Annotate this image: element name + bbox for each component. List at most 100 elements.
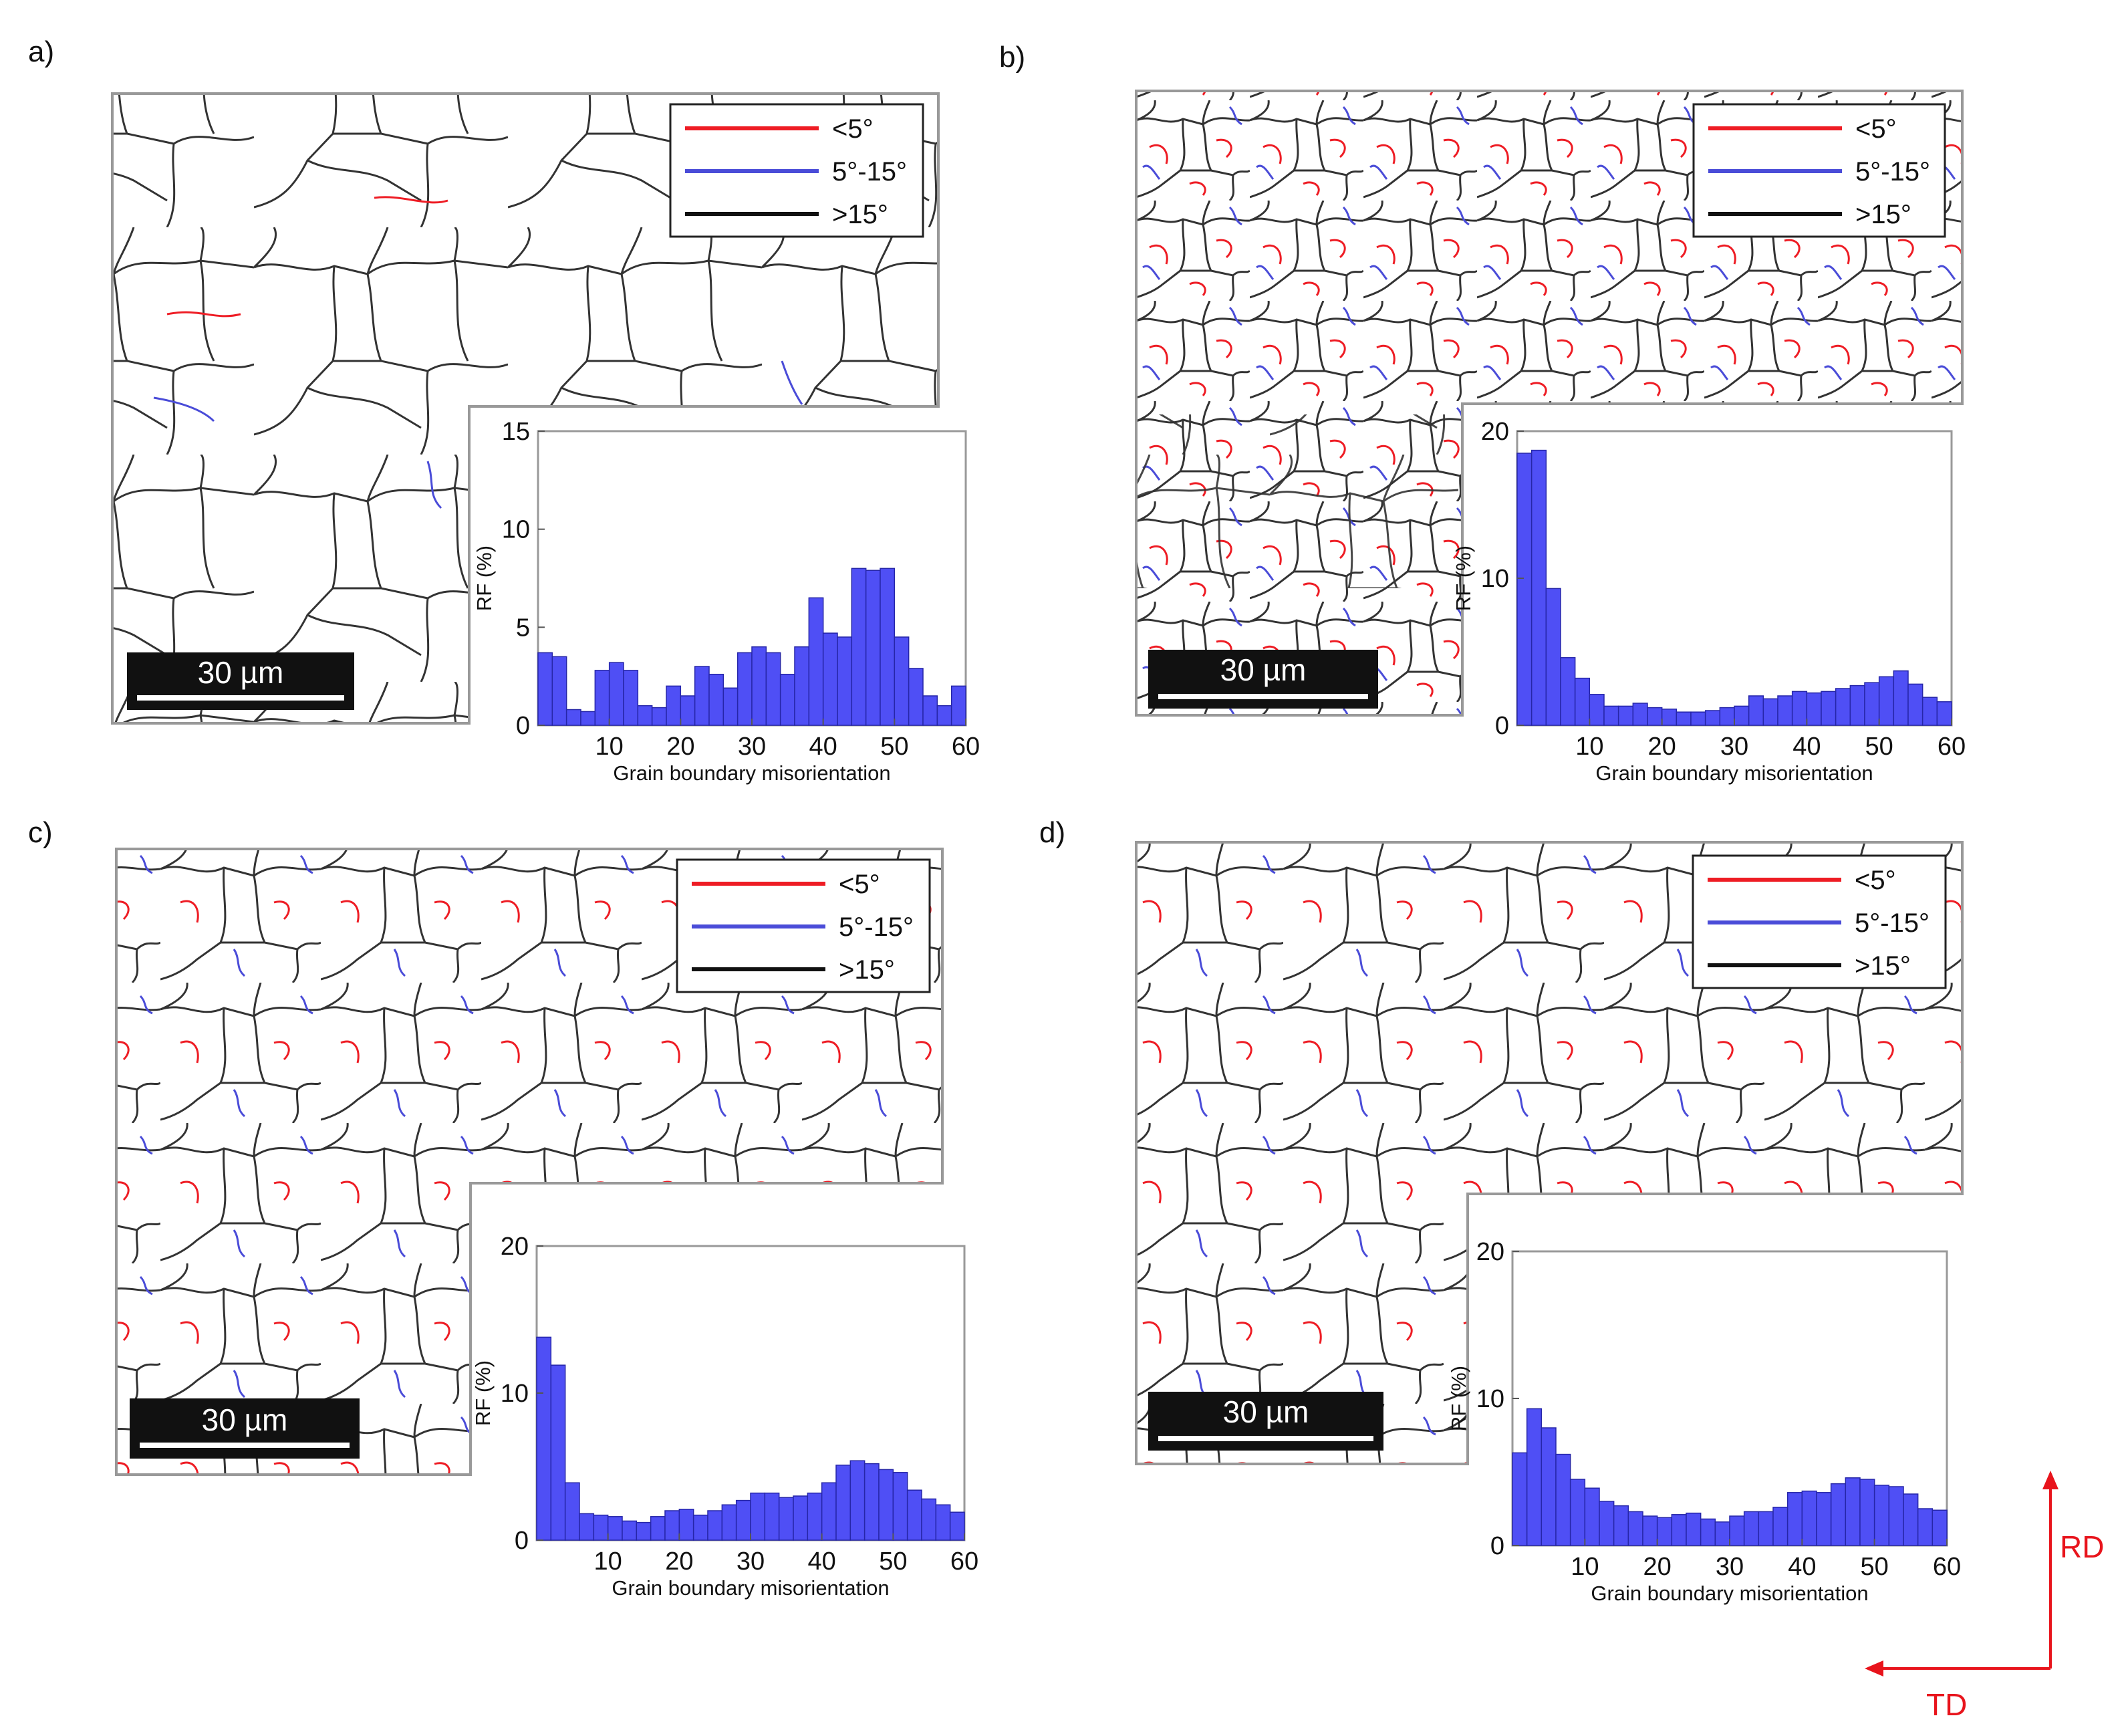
x-axis-label: Grain boundary misorientation <box>613 761 890 785</box>
histogram-bar <box>1758 1511 1774 1546</box>
histogram-bar <box>1719 707 1735 726</box>
histogram-bar <box>1647 707 1663 726</box>
y-tick-label: 0 <box>515 1527 529 1555</box>
histogram-bar <box>1888 1486 1904 1546</box>
grain-map-d <box>1135 841 1964 1465</box>
y-tick-label: 15 <box>502 418 530 446</box>
histogram-bar <box>1859 1479 1875 1546</box>
histogram-bar <box>1555 1453 1571 1546</box>
x-tick-label: 40 <box>1792 733 1821 761</box>
legend-label-low: <5° <box>1855 114 1897 144</box>
histogram-bar <box>1526 1408 1543 1546</box>
histogram-bar <box>550 1364 566 1541</box>
histogram-bar <box>1613 1505 1629 1546</box>
histogram-bar <box>1806 692 1822 726</box>
legend-label-mid: 5°-15° <box>839 912 914 942</box>
legend-label-low: <5° <box>839 870 880 899</box>
legend-label-mid: 5°-15° <box>832 157 907 187</box>
histogram-bar <box>1821 691 1837 726</box>
histogram-bar <box>1830 1483 1847 1546</box>
histogram-bar <box>1714 1521 1730 1546</box>
legend-label-high: >15° <box>1855 200 1911 229</box>
x-tick-label: 60 <box>952 733 980 761</box>
histogram-bar <box>1642 1515 1658 1546</box>
x-tick-label: 30 <box>738 733 766 761</box>
histogram-bar <box>921 1498 937 1541</box>
x-tick-label: 40 <box>1788 1553 1816 1581</box>
histogram-bar <box>922 695 938 726</box>
histogram-bar <box>664 1510 680 1541</box>
histogram-bar <box>1599 1501 1615 1546</box>
histogram-bar <box>565 709 581 726</box>
histogram-bar <box>1903 1493 1919 1546</box>
histogram-bar <box>580 711 596 726</box>
histogram-bar <box>593 1514 609 1541</box>
x-tick-label: 50 <box>879 1547 907 1576</box>
x-axis-label: Grain boundary misorientation <box>612 1576 889 1600</box>
x-tick-label: 10 <box>1575 733 1603 761</box>
y-tick-label: 10 <box>1481 565 1509 593</box>
legend-label-mid: 5°-15° <box>1855 157 1930 187</box>
x-tick-label: 30 <box>1716 1553 1744 1581</box>
histogram-bar <box>594 670 610 726</box>
histogram-bar <box>1893 670 1909 726</box>
histogram-bar <box>607 1516 623 1541</box>
histogram-bar <box>1849 685 1865 726</box>
grain-map-b <box>1135 90 1964 717</box>
panel-label-b: b) <box>999 41 1025 74</box>
histogram-bar <box>1772 1507 1788 1546</box>
histogram-bar <box>1762 698 1778 726</box>
y-axis-label: RF (%) <box>1447 1366 1470 1431</box>
histogram-bar <box>707 1510 723 1541</box>
coarse-grain-region-b <box>1138 414 1458 588</box>
x-tick-label: 10 <box>595 733 624 761</box>
x-tick-label: 60 <box>1933 1553 1961 1581</box>
histogram-bar <box>1748 695 1764 726</box>
histogram-bar <box>694 666 710 726</box>
scale-bar-label: 30 µm <box>1220 652 1307 687</box>
x-tick-label: 30 <box>1720 733 1748 761</box>
rd-label: RD <box>2060 1529 2104 1564</box>
histogram-bar <box>1729 1515 1745 1546</box>
histogram-bar <box>1917 1508 1934 1546</box>
y-tick-label: 5 <box>516 614 530 642</box>
histogram-bar <box>692 1514 708 1541</box>
histogram-bar <box>793 1495 809 1541</box>
histogram-bar <box>863 1463 880 1541</box>
x-tick-label: 20 <box>1643 1553 1672 1581</box>
histogram-bar <box>865 570 881 726</box>
histogram-bar <box>1671 1514 1687 1546</box>
histogram-bar <box>737 652 753 726</box>
scale-bar-a: 30 µm <box>127 652 354 710</box>
histogram-bar <box>765 652 781 726</box>
histogram-bar <box>666 685 682 726</box>
histogram-bar <box>722 687 739 726</box>
x-tick-label: 60 <box>1938 733 1966 761</box>
histogram-bar <box>637 705 653 726</box>
histogram-bar <box>1921 697 1938 726</box>
legend-label-low: <5° <box>832 114 874 144</box>
histogram-bar <box>1512 1452 1528 1546</box>
histogram-bar <box>750 1492 766 1541</box>
histogram-bar <box>794 646 810 726</box>
grain-map-a <box>111 92 940 725</box>
x-tick-label: 40 <box>809 733 837 761</box>
histogram-bar <box>536 1336 552 1541</box>
histogram-bar <box>1627 1511 1643 1546</box>
histogram-bar <box>878 1469 894 1541</box>
rd-arrowhead <box>2042 1471 2058 1489</box>
scale-bar-label: 30 µm <box>1223 1394 1309 1429</box>
histogram-bar <box>551 656 567 726</box>
histogram-bar <box>1589 694 1605 726</box>
histogram-bar <box>564 1482 580 1541</box>
histogram-bar <box>721 1504 737 1541</box>
y-tick-label: 10 <box>502 516 530 544</box>
histogram-bar <box>708 673 724 726</box>
x-tick-label: 20 <box>1648 733 1676 761</box>
histogram-bar <box>1686 1512 1702 1546</box>
x-tick-label: 10 <box>1571 1553 1599 1581</box>
x-tick-label: 20 <box>666 733 694 761</box>
histogram-bar <box>1743 1511 1760 1546</box>
histogram-bar <box>950 685 966 726</box>
legend-label-mid: 5°-15° <box>1855 908 1930 938</box>
